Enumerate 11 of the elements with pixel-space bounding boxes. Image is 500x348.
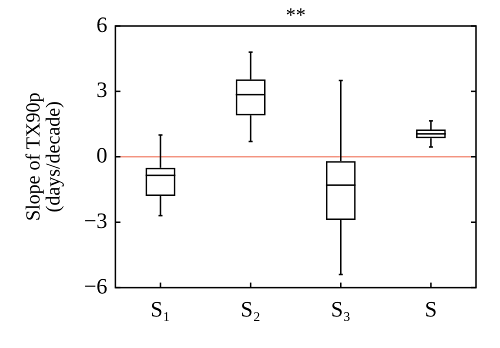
y-tick-label: 6 [96,12,108,37]
y-tick-label: 3 [96,77,108,102]
y-tick-label: 0 [96,142,108,168]
y-axis-title: Slope of TX90p (days/decade) [22,92,64,222]
x-tick-label: S₂ [240,296,261,322]
x-tick-label: S₃ [330,296,351,322]
y-tick-label: −6 [84,273,108,298]
y-tick-label: −3 [84,208,108,233]
x-tick-label: S [424,296,438,322]
x-tick-label: S₁ [150,296,170,322]
annotation: ** [286,4,306,26]
